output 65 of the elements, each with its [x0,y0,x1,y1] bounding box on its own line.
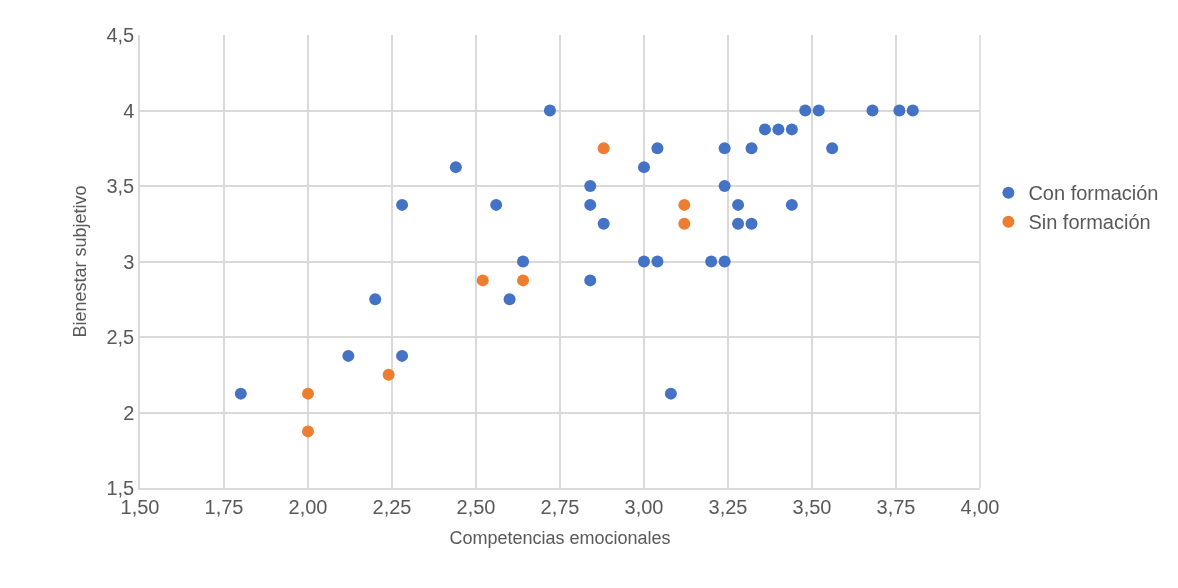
point [584,274,597,287]
point [705,255,718,268]
point [342,349,355,362]
point [745,217,758,230]
point [490,198,503,211]
y-axis-title: Bienestar subjetivo [70,185,91,338]
point [543,104,556,117]
point [718,180,731,192]
x-tick-label: 4,00 [960,495,1000,518]
point [651,142,664,155]
point [718,142,731,155]
point [664,387,677,400]
y-tick-label: 4,5 [106,24,135,46]
point [382,368,395,381]
y-tick-label: 3 [123,250,135,273]
x-tick-label: 3,00 [624,495,664,518]
y-tick-label: 4 [123,99,135,122]
point [718,255,731,268]
point [584,180,597,192]
x-axis-title: Competencias emocionales [449,528,671,549]
point [893,104,906,117]
point [906,104,919,117]
point [396,198,409,211]
point [449,161,462,174]
point [826,142,839,155]
point [732,198,745,211]
point [369,293,382,306]
point [584,198,597,211]
point [785,198,798,211]
point [866,104,879,117]
point [772,123,785,136]
x-tick-label: 1,75 [204,495,244,518]
x-tick-label: 2,50 [456,495,496,518]
x-tick-label: 3,25 [708,495,748,518]
point [396,349,409,362]
y-tick-label: 2 [123,401,135,424]
point [503,293,516,306]
y-tick-label: 3,5 [106,175,135,197]
point [732,217,745,230]
legend-label: Sin formación [1028,211,1151,234]
legend-label: Con formación [1028,182,1159,205]
point [745,142,758,155]
point [799,104,812,117]
x-tick-label: 3,50 [792,495,832,518]
point [638,255,650,268]
point [812,104,825,117]
point [597,217,610,230]
point [517,255,530,268]
x-tick-label: 2,00 [288,495,328,518]
y-tick-label: 2,5 [106,326,135,348]
x-tick-label: 3,75 [876,495,916,518]
point [651,255,664,268]
point [302,425,314,438]
point [234,387,247,400]
point [517,274,530,287]
point [597,142,610,155]
x-tick-label: 2,25 [372,495,412,518]
point [678,198,691,211]
point [302,387,314,400]
point [785,123,798,136]
point [758,123,771,136]
point [638,161,650,174]
x-tick-label: 2,75 [540,495,580,518]
point [476,274,489,287]
point [678,217,691,230]
